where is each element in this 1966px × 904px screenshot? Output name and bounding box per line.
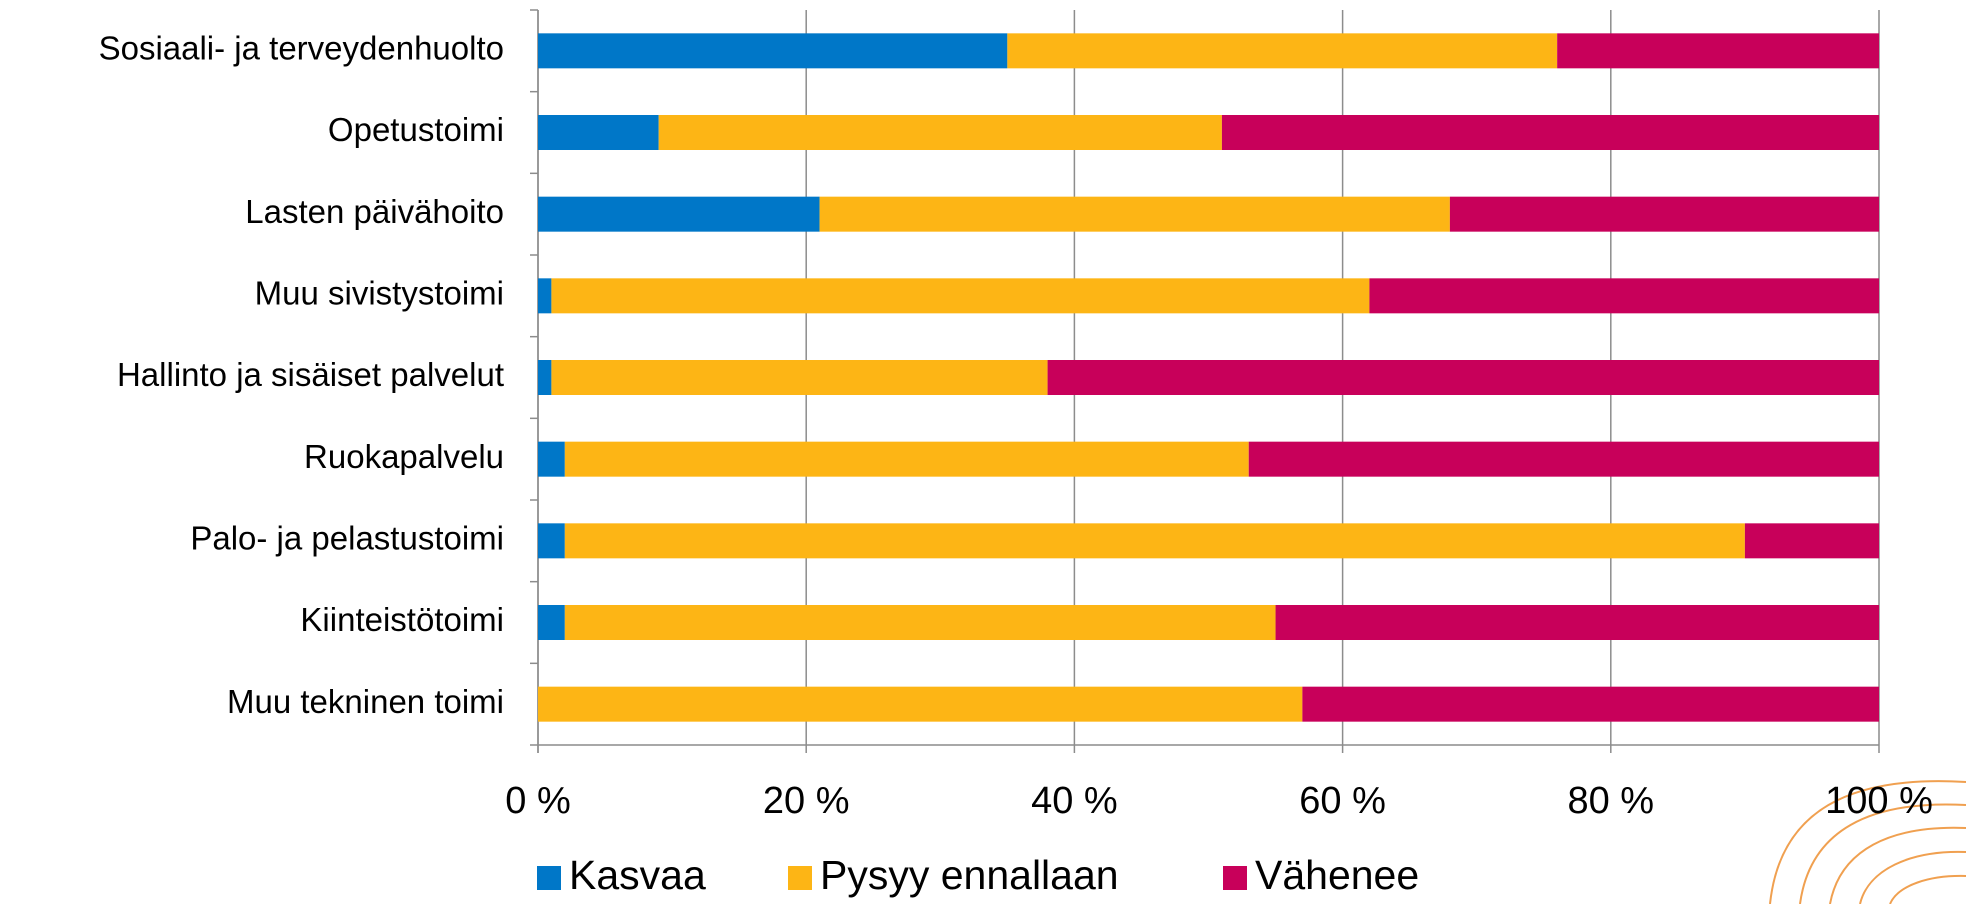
x-tick-label: 80 %	[1567, 780, 1654, 822]
x-tick-label: 20 %	[763, 780, 850, 822]
legend-label: Pysyy ennallaan	[820, 852, 1119, 898]
x-tick-label: 100 %	[1825, 780, 1933, 822]
x-tick-label: 0 %	[505, 780, 570, 822]
chart: 0 % 20 % 40 % 60 % 80 % 100 % Sosiaali- ja ter…	[0, 0, 1966, 904]
legend-swatch	[537, 866, 561, 890]
bar-segment	[1048, 360, 1879, 395]
y-tick-label: Opetustoimi	[328, 111, 504, 148]
bar-segment	[1369, 278, 1879, 313]
bar-segment	[1007, 33, 1557, 68]
y-tick-label: Muu tekninen toimi	[227, 683, 504, 720]
legend-swatch	[788, 866, 812, 890]
y-tick-label: Lasten päivähoito	[245, 193, 504, 230]
y-tick-label: Hallinto ja sisäiset palvelut	[117, 356, 504, 393]
y-tick-label: Muu sivistystoimi	[255, 275, 504, 312]
bar-segment	[1302, 687, 1879, 722]
bar-segment	[551, 360, 1047, 395]
legend-label: Kasvaa	[569, 852, 706, 898]
bar-segment	[565, 442, 1249, 477]
bar-segment	[538, 442, 565, 477]
bar-segment	[538, 115, 659, 150]
bar-segment	[538, 687, 1302, 722]
bar-segment	[1222, 115, 1879, 150]
bar-segment	[551, 278, 1369, 313]
bar-segment	[538, 605, 565, 640]
y-tick-label: Kiinteistötoimi	[300, 601, 504, 638]
x-tick-label: 60 %	[1299, 780, 1386, 822]
legend-swatch	[1223, 866, 1247, 890]
bar-segment	[538, 197, 820, 232]
bar-segment	[538, 33, 1007, 68]
x-tick-label: 40 %	[1031, 780, 1118, 822]
bar-segment	[1276, 605, 1879, 640]
bar-segment	[565, 523, 1745, 558]
legend-label: Vähenee	[1255, 852, 1419, 898]
y-tick-label: Sosiaali- ja terveydenhuolto	[99, 30, 504, 67]
y-tick-label: Palo- ja pelastustoimi	[190, 520, 504, 557]
y-tick-label: Ruokapalvelu	[304, 438, 504, 475]
bar-segment	[820, 197, 1450, 232]
bar-segment	[538, 360, 551, 395]
bar-segment	[1745, 523, 1879, 558]
bar-segment	[538, 278, 551, 313]
bar-segment	[538, 523, 565, 558]
bar-segment	[1249, 442, 1879, 477]
bar-segment	[1450, 197, 1879, 232]
bar-segment	[659, 115, 1222, 150]
bar-segment	[565, 605, 1276, 640]
bar-segment	[1557, 33, 1879, 68]
